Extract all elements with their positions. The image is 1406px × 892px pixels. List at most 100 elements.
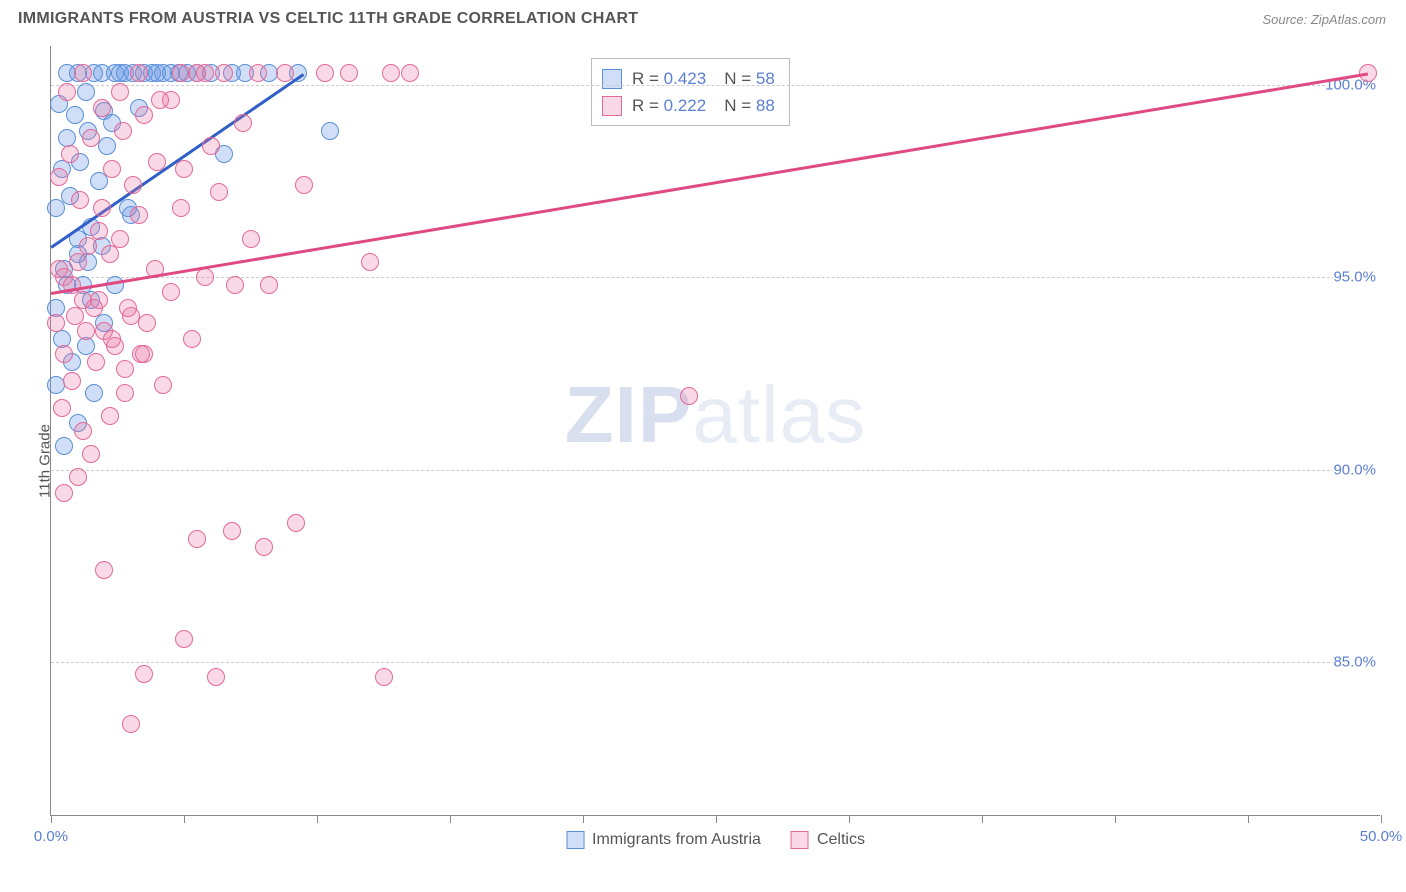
scatter-point (255, 538, 273, 556)
scatter-point (135, 345, 153, 363)
scatter-point (101, 407, 119, 425)
scatter-point (172, 199, 190, 217)
scatter-point (63, 372, 81, 390)
scatter-point (74, 64, 92, 82)
x-tick (317, 815, 318, 823)
chart-container: 11th Grade ZIPatlas R = 0.423N = 58R = 0… (0, 36, 1406, 886)
scatter-point (90, 222, 108, 240)
scatter-point (101, 245, 119, 263)
scatter-point (93, 99, 111, 117)
source-link[interactable]: ZipAtlas.com (1311, 12, 1386, 27)
legend-swatch (602, 69, 622, 89)
x-tick (1115, 815, 1116, 823)
legend-swatch (791, 831, 809, 849)
x-tick (1381, 815, 1382, 823)
scatter-point (69, 468, 87, 486)
scatter-point (162, 283, 180, 301)
correlation-row: R = 0.423N = 58 (602, 65, 775, 92)
x-tick-label: 50.0% (1360, 828, 1403, 845)
scatter-point (175, 160, 193, 178)
scatter-point (188, 530, 206, 548)
scatter-point (93, 199, 111, 217)
scatter-point (47, 314, 65, 332)
scatter-point (175, 630, 193, 648)
scatter-point (85, 384, 103, 402)
scatter-point (82, 445, 100, 463)
scatter-point (276, 64, 294, 82)
scatter-point (202, 137, 220, 155)
scatter-point (375, 668, 393, 686)
x-tick-label: 0.0% (34, 828, 68, 845)
scatter-point (680, 387, 698, 405)
scatter-point (215, 64, 233, 82)
x-tick (450, 815, 451, 823)
x-tick (716, 815, 717, 823)
scatter-point (196, 64, 214, 82)
x-tick (849, 815, 850, 823)
scatter-point (151, 91, 169, 109)
scatter-point (234, 114, 252, 132)
x-tick (51, 815, 52, 823)
gridline (51, 85, 1380, 86)
scatter-point (287, 514, 305, 532)
source-label: Source: ZipAtlas.com (1262, 12, 1386, 27)
scatter-point (401, 64, 419, 82)
scatter-point (114, 122, 132, 140)
scatter-point (260, 276, 278, 294)
scatter-point (226, 276, 244, 294)
scatter-point (55, 345, 73, 363)
scatter-point (103, 330, 121, 348)
scatter-point (196, 268, 214, 286)
y-tick-label: 90.0% (1333, 461, 1382, 478)
correlation-row: R = 0.222N = 88 (602, 92, 775, 119)
scatter-point (295, 176, 313, 194)
legend-swatch (566, 831, 584, 849)
chart-title: IMMIGRANTS FROM AUSTRIA VS CELTIC 11TH G… (18, 10, 638, 28)
scatter-point (183, 330, 201, 348)
scatter-point (103, 160, 121, 178)
scatter-point (116, 360, 134, 378)
gridline (51, 470, 1380, 471)
series-legend: Immigrants from Austria Celtics (566, 831, 865, 849)
correlation-legend: R = 0.423N = 58R = 0.222N = 88 (591, 58, 790, 126)
scatter-point (82, 129, 100, 147)
scatter-point (172, 64, 190, 82)
x-tick (982, 815, 983, 823)
scatter-point (124, 176, 142, 194)
scatter-point (361, 253, 379, 271)
plot-area: ZIPatlas R = 0.423N = 58R = 0.222N = 88 … (50, 46, 1380, 816)
watermark: ZIPatlas (565, 369, 866, 461)
scatter-point (130, 206, 148, 224)
scatter-point (53, 399, 71, 417)
scatter-point (321, 122, 339, 140)
legend-item: Celtics (791, 831, 865, 849)
scatter-point (154, 376, 172, 394)
gridline (51, 277, 1380, 278)
scatter-point (77, 83, 95, 101)
scatter-point (74, 422, 92, 440)
x-tick (184, 815, 185, 823)
scatter-point (382, 64, 400, 82)
scatter-point (316, 64, 334, 82)
scatter-point (95, 561, 113, 579)
legend-swatch (602, 96, 622, 116)
scatter-point (111, 83, 129, 101)
scatter-point (223, 522, 241, 540)
scatter-point (77, 322, 95, 340)
scatter-point (55, 484, 73, 502)
scatter-point (66, 106, 84, 124)
scatter-point (58, 83, 76, 101)
legend-label: Immigrants from Austria (592, 831, 761, 849)
scatter-point (135, 665, 153, 683)
scatter-point (111, 230, 129, 248)
scatter-point (207, 668, 225, 686)
scatter-point (130, 64, 148, 82)
scatter-point (50, 168, 68, 186)
scatter-point (98, 137, 116, 155)
scatter-point (119, 299, 137, 317)
scatter-point (69, 253, 87, 271)
legend-label: Celtics (817, 831, 865, 849)
scatter-point (55, 437, 73, 455)
scatter-point (135, 106, 153, 124)
scatter-point (71, 191, 89, 209)
